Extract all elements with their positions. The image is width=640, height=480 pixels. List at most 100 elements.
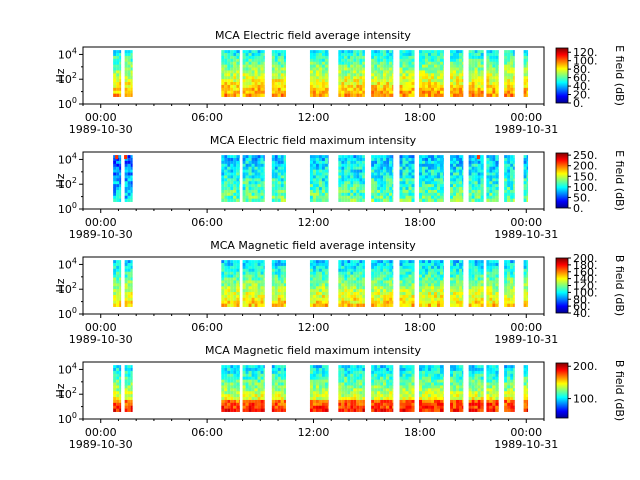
colorbar-tick-label: 100. xyxy=(573,181,598,194)
y-axis-label: Hz xyxy=(54,278,67,292)
colorbar xyxy=(555,257,569,314)
y-tick-label: 102 xyxy=(58,176,77,191)
data-block xyxy=(486,155,499,202)
data-block xyxy=(523,365,529,412)
x-tick-label: 00:00 xyxy=(85,216,117,229)
panel-title: MCA Magnetic field maximum intensity xyxy=(205,344,421,357)
x-tick-label: 18:00 xyxy=(404,426,436,439)
x-tick-label: 00:00 xyxy=(510,426,542,439)
y-tick-label: 104 xyxy=(58,46,77,61)
colorbar xyxy=(555,362,569,419)
x-tick-date: 1989-10-31 xyxy=(494,333,558,346)
colorbar-tick-label: 40. xyxy=(573,307,591,320)
colorbar-tick-label: 0. xyxy=(573,202,584,215)
x-tick-label: 06:00 xyxy=(191,216,223,229)
y-axis-label: Hz xyxy=(54,68,67,82)
colorbar-tick-label: 20. xyxy=(573,89,591,102)
data-block xyxy=(309,260,329,307)
x-tick-date: 1989-10-30 xyxy=(69,228,133,241)
data-block xyxy=(371,155,394,202)
data-block xyxy=(523,50,529,97)
x-tick-label: 18:00 xyxy=(404,321,436,334)
colorbar-tick-label: 60. xyxy=(573,72,591,85)
y-tick-label: 104 xyxy=(58,361,77,376)
data-block xyxy=(523,260,529,307)
data-block xyxy=(450,155,464,202)
data-block xyxy=(399,155,415,202)
data-block xyxy=(371,50,394,97)
panel-title: MCA Electric field maximum intensity xyxy=(210,134,417,147)
data-block xyxy=(399,365,415,412)
spectrogram-panel-3: MCA Magnetic field average intensity 100 1… xyxy=(54,239,626,346)
data-block xyxy=(371,365,394,412)
colorbar xyxy=(555,152,569,209)
data-block xyxy=(113,155,122,202)
data-block xyxy=(221,50,240,97)
x-tick-date: 1989-10-30 xyxy=(69,438,133,451)
data-block xyxy=(504,260,515,307)
data-block xyxy=(242,155,265,202)
intensity-spike xyxy=(476,155,480,160)
data-block xyxy=(338,365,365,412)
data-block xyxy=(221,365,240,412)
x-tick-label: 00:00 xyxy=(85,111,117,124)
data-block xyxy=(113,50,122,97)
data-block xyxy=(486,365,499,412)
y-tick-label: 100 xyxy=(58,306,77,321)
spectrogram-panel-2: MCA Electric field maximum intensity 100 1… xyxy=(54,134,626,241)
data-block xyxy=(504,155,515,202)
x-tick-label: 06:00 xyxy=(191,111,223,124)
data-block xyxy=(271,155,287,202)
spectrogram-data xyxy=(113,50,529,97)
x-tick-label: 12:00 xyxy=(298,216,330,229)
colorbar-tick-label: 100. xyxy=(573,55,598,68)
x-tick-label: 18:00 xyxy=(404,111,436,124)
colorbar-tick-label: 100. xyxy=(573,393,598,406)
colorbar-tick-label: 120. xyxy=(573,46,598,59)
data-block xyxy=(309,50,329,97)
data-block xyxy=(221,155,240,202)
data-block xyxy=(399,260,415,307)
data-block xyxy=(504,365,515,412)
colorbar xyxy=(555,47,569,104)
data-block xyxy=(450,50,464,97)
x-tick-label: 00:00 xyxy=(510,321,542,334)
x-tick-date: 1989-10-31 xyxy=(494,438,558,451)
spectrogram-data xyxy=(113,260,529,307)
colorbar-tick-label: 120. xyxy=(573,280,598,293)
spectrogram-data xyxy=(113,155,529,202)
colorbar-tick-label: 50. xyxy=(573,191,591,204)
spectrogram-data xyxy=(113,365,529,412)
data-block xyxy=(419,365,444,412)
data-block xyxy=(419,155,444,202)
x-tick-label: 00:00 xyxy=(85,321,117,334)
spectrogram-panel-4: MCA Magnetic field maximum intensity 100 1… xyxy=(54,344,626,451)
y-tick-label: 100 xyxy=(58,411,77,426)
data-block xyxy=(468,155,484,202)
y-tick-label: 102 xyxy=(58,386,77,401)
colorbar-tick-label: 60. xyxy=(573,300,591,313)
data-block xyxy=(271,365,287,412)
colorbar-tick-label: 250. xyxy=(573,149,598,162)
x-tick-label: 12:00 xyxy=(298,426,330,439)
x-tick-label: 12:00 xyxy=(298,111,330,124)
panel-title: MCA Electric field average intensity xyxy=(215,29,411,42)
colorbar-tick-label: 200. xyxy=(573,252,598,265)
data-block xyxy=(450,365,464,412)
colorbar-label: B field (dB) xyxy=(613,255,626,316)
data-block xyxy=(523,155,529,202)
colorbar-label: B field (dB) xyxy=(613,360,626,421)
colorbar-tick-label: 140. xyxy=(573,273,598,286)
data-block xyxy=(242,50,265,97)
y-axis-label: Hz xyxy=(54,173,67,187)
y-tick-label: 104 xyxy=(58,256,77,271)
data-block xyxy=(242,365,265,412)
data-block xyxy=(486,260,499,307)
x-tick-label: 18:00 xyxy=(404,216,436,229)
x-tick-date: 1989-10-31 xyxy=(494,123,558,136)
data-block xyxy=(468,50,484,97)
data-block xyxy=(221,260,240,307)
panel-title: MCA Magnetic field average intensity xyxy=(210,239,416,252)
x-tick-date: 1989-10-30 xyxy=(69,333,133,346)
